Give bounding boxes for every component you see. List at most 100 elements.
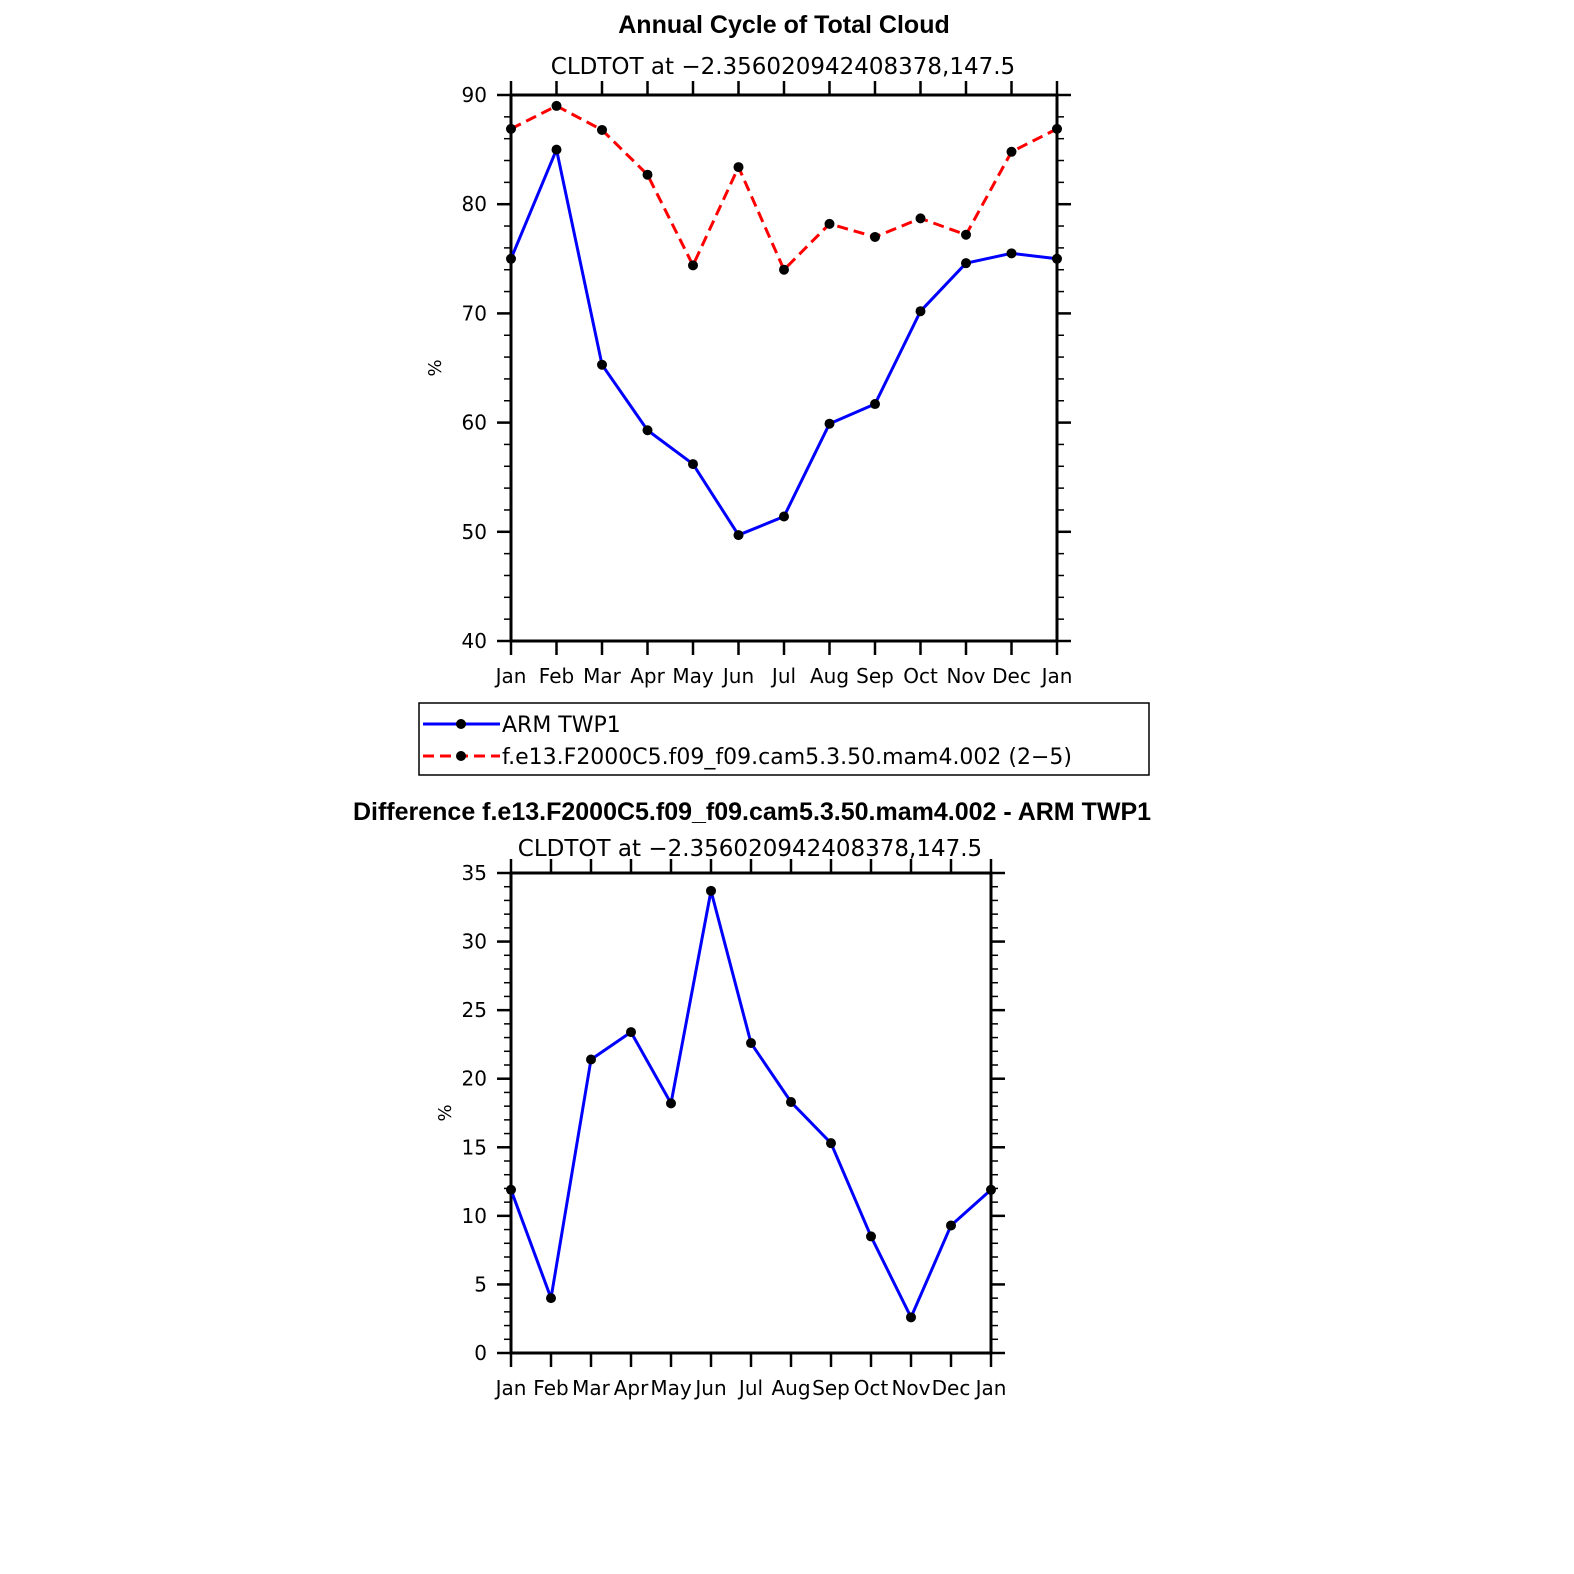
- top-series-1-point: [915, 213, 926, 224]
- top-series-0-point: [733, 530, 744, 541]
- top-series-1-point: [870, 231, 880, 242]
- top-xtick-label: Nov: [946, 664, 985, 688]
- bottom-chart-ylabel: %: [435, 1104, 456, 1121]
- top-series-0-point: [1052, 253, 1062, 264]
- top-series-0-point: [506, 253, 516, 264]
- top-series-0-point: [961, 258, 971, 269]
- top-xtick-label: Jun: [721, 664, 754, 688]
- top-xtick-label: Jul: [770, 664, 796, 688]
- bottom-series-line-0: [509, 889, 992, 1319]
- top-series-0-point: [1006, 248, 1017, 259]
- top-series-1-point: [733, 162, 744, 173]
- bottom-xtick-label: Jan: [494, 1376, 527, 1400]
- bottom-chart: Difference f.e13.F2000C5.f09_f09.cam5.3.…: [353, 798, 1151, 1400]
- top-chart-subtitle: CLDTOT at −2.356020942408378,147.5: [551, 54, 1015, 80]
- top-series-0-point: [597, 359, 607, 370]
- bottom-series-0-point: [906, 1312, 916, 1323]
- top-series-0-point: [779, 511, 789, 522]
- bottom-xtick-label: Mar: [572, 1376, 611, 1400]
- top-series-1-point: [642, 169, 653, 180]
- top-series-0-point: [915, 306, 926, 317]
- bottom-series-0-point: [586, 1054, 596, 1065]
- bottom-xtick-label: Nov: [891, 1376, 930, 1400]
- bottom-series-0-point: [546, 1293, 556, 1304]
- top-ytick-label: 80: [462, 192, 487, 216]
- legend-label-arm: ARM TWP1: [502, 713, 621, 738]
- top-xtick-label: Dec: [992, 664, 1031, 688]
- top-series-1-point: [597, 124, 607, 135]
- bottom-xtick-label: Apr: [614, 1376, 649, 1400]
- bottom-xtick-label: Jul: [737, 1376, 763, 1400]
- bottom-series-0-point: [786, 1097, 796, 1108]
- top-chart-title: Annual Cycle of Total Cloud: [618, 11, 949, 39]
- bottom-xtick-label: Aug: [771, 1376, 810, 1400]
- top-ytick-label: 90: [462, 83, 487, 107]
- bottom-xtick-label: Jan: [974, 1376, 1007, 1400]
- top-xtick-label: May: [672, 664, 714, 688]
- top-xtick-label: Aug: [810, 664, 849, 688]
- top-series-line-0: [509, 148, 1058, 537]
- legend-box: [418, 702, 1150, 776]
- legend: ARM TWP1 f.e13.F2000C5.f09_f09.cam5.3.50…: [418, 702, 1150, 776]
- bottom-xtick-label: Oct: [854, 1376, 889, 1400]
- bottom-series-0-point: [986, 1184, 996, 1195]
- bottom-series-0-point: [826, 1138, 836, 1149]
- bottom-xtick-label: Dec: [932, 1376, 971, 1400]
- bottom-ytick-label: 0: [474, 1341, 487, 1365]
- top-series-0-point: [551, 144, 562, 155]
- top-plot-area: 40 50 60 70 80 90 Jan Feb Mar Apr May Jun Jul Aug Sep O…: [462, 81, 1073, 688]
- top-ytick-label: 40: [462, 629, 487, 653]
- bottom-series-0-point: [506, 1184, 516, 1195]
- bottom-xtick-label: Jun: [693, 1376, 726, 1400]
- bottom-xtick-label: May: [650, 1376, 692, 1400]
- top-series-1-point: [551, 100, 562, 111]
- top-xtick-label: Sep: [856, 664, 894, 688]
- bottom-ytick-label: 25: [462, 998, 487, 1022]
- top-series-1-point: [961, 229, 971, 240]
- top-series-1-point: [824, 218, 835, 229]
- top-xtick-label: Feb: [539, 664, 574, 688]
- bottom-series-0-point: [626, 1027, 636, 1038]
- bottom-chart-subtitle: CLDTOT at −2.356020942408378,147.5: [518, 836, 982, 862]
- top-ytick-label: 70: [462, 301, 487, 325]
- top-chart-ylabel: %: [425, 359, 446, 376]
- bottom-ytick-label: 5: [474, 1272, 487, 1296]
- bottom-ytick-label: 10: [462, 1204, 487, 1228]
- top-series-0-point: [824, 418, 835, 429]
- bottom-series-0-point: [746, 1038, 756, 1049]
- top-series-1-point: [688, 260, 698, 271]
- bottom-series-0-point: [866, 1231, 876, 1242]
- bottom-series-0-point: [706, 885, 716, 896]
- top-xtick-label: Apr: [630, 664, 665, 688]
- bottom-ytick-label: 15: [462, 1135, 487, 1159]
- top-series-0-point: [870, 399, 880, 410]
- bottom-ytick-label: 20: [462, 1067, 487, 1091]
- bottom-xtick-label: Feb: [533, 1376, 568, 1400]
- legend-marker-model: [456, 751, 466, 761]
- bottom-series-0-point: [946, 1220, 956, 1231]
- top-series-1-point: [1052, 123, 1062, 134]
- legend-marker-arm: [456, 719, 466, 729]
- top-xtick-label: Jan: [1040, 664, 1073, 688]
- top-xtick-label: Mar: [583, 664, 622, 688]
- top-series-1-point: [1006, 146, 1017, 157]
- top-ytick-label: 50: [462, 520, 487, 544]
- legend-label-model: f.e13.F2000C5.f09_f09.cam5.3.50.mam4.002…: [502, 745, 1072, 770]
- top-xtick-label: Jan: [494, 664, 527, 688]
- top-series-0-point: [642, 425, 653, 436]
- bottom-ytick-label: 30: [462, 930, 487, 954]
- top-ytick-label: 60: [462, 411, 487, 435]
- top-frame: [509, 93, 1059, 643]
- top-chart: Annual Cycle of Total Cloud CLDTOT at −2…: [418, 11, 1150, 776]
- top-series-1-point: [506, 123, 516, 134]
- bottom-ytick-label: 35: [462, 861, 487, 885]
- top-series-1-point: [779, 264, 789, 275]
- top-series-line-1: [510, 104, 1058, 272]
- top-series-0-point: [688, 459, 698, 470]
- bottom-series-0-point: [666, 1098, 676, 1109]
- bottom-xtick-label: Sep: [812, 1376, 850, 1400]
- bottom-chart-title: Difference f.e13.F2000C5.f09_f09.cam5.3.…: [353, 798, 1151, 826]
- top-xtick-label: Oct: [903, 664, 938, 688]
